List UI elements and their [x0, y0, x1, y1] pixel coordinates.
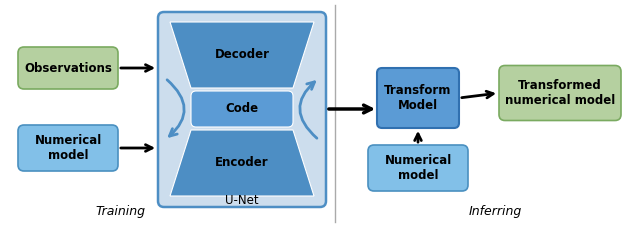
FancyBboxPatch shape: [18, 125, 118, 171]
FancyBboxPatch shape: [18, 47, 118, 89]
Text: Encoder: Encoder: [215, 156, 269, 170]
FancyBboxPatch shape: [191, 91, 293, 127]
Text: Decoder: Decoder: [214, 49, 269, 62]
FancyBboxPatch shape: [499, 66, 621, 121]
Text: Transformed
numerical model: Transformed numerical model: [505, 79, 615, 107]
Text: Training: Training: [95, 205, 145, 219]
FancyBboxPatch shape: [158, 12, 326, 207]
Text: Numerical
model: Numerical model: [35, 134, 102, 162]
FancyBboxPatch shape: [368, 145, 468, 191]
Polygon shape: [170, 130, 314, 196]
Polygon shape: [170, 22, 314, 88]
Text: Numerical
model: Numerical model: [385, 154, 452, 182]
Text: Inferring: Inferring: [468, 205, 522, 219]
Text: Observations: Observations: [24, 62, 112, 74]
Text: Code: Code: [225, 103, 259, 116]
Text: Transform
Model: Transform Model: [384, 84, 452, 112]
FancyBboxPatch shape: [377, 68, 459, 128]
Text: U-Net: U-Net: [225, 193, 259, 207]
